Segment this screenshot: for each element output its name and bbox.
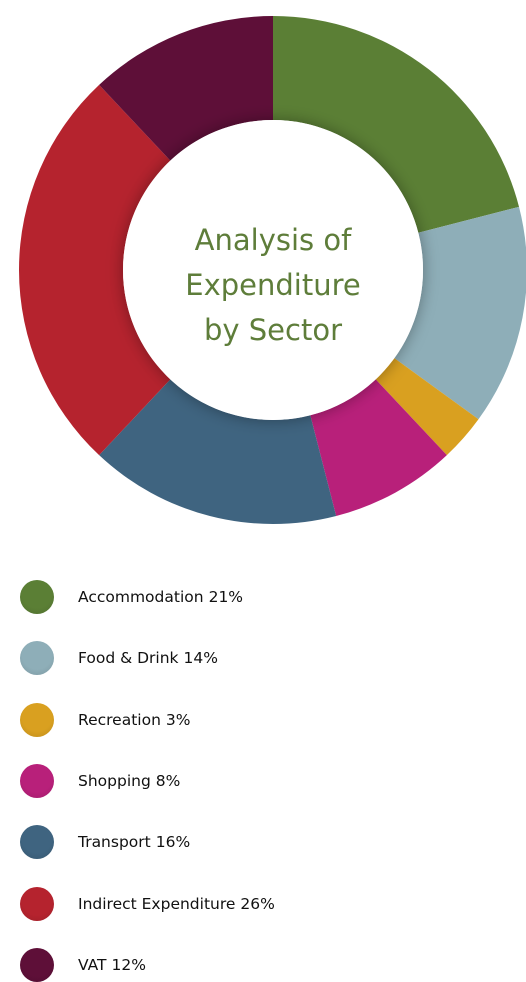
donut-slice [310, 379, 447, 517]
donut-slice [394, 206, 526, 420]
donut-hole [123, 120, 423, 420]
donut-slice [18, 84, 171, 456]
donut-slice [99, 16, 274, 161]
legend-swatch [20, 580, 54, 614]
legend-swatch [20, 947, 54, 982]
legend-label: Transport [78, 833, 151, 852]
legend-label: VAT [78, 955, 107, 974]
legend-swatch [20, 702, 54, 737]
legend-item: Transport 16% [20, 825, 191, 860]
legend-label: Food & Drink [78, 649, 179, 668]
legend-label: Recreation [78, 710, 161, 729]
legend-item: Recreation 3% [20, 702, 191, 737]
legend-item: Food & Drink 14% [20, 641, 218, 676]
donut-slice [375, 358, 479, 456]
legend-label: Accommodation [78, 588, 204, 606]
legend-item: Shopping 8% [20, 763, 181, 798]
legend-value: 12% [111, 955, 146, 974]
chart-title: Analysis of Expenditure by Sector [185, 223, 361, 347]
legend-swatch [20, 886, 54, 921]
donut-slice [99, 379, 337, 524]
legend-value: 26% [240, 894, 275, 913]
legend-value: 21% [208, 588, 244, 606]
legend-value: 14% [183, 649, 218, 668]
legend-item: VAT 12% [20, 947, 146, 982]
donut-slice [273, 16, 520, 233]
chart [18, 16, 526, 524]
legend-label: Indirect Expenditure [78, 894, 236, 913]
legend-item: Indirect Expenditure 26% [20, 886, 275, 921]
legend-item: Accommodation 21% [20, 580, 243, 614]
legend-swatch [20, 641, 54, 676]
legend-value: 16% [155, 833, 191, 852]
legend-swatch [20, 825, 54, 860]
legend-swatch [20, 763, 54, 798]
legend-value: 3% [165, 710, 191, 729]
legend-value: 8% [155, 771, 181, 790]
legend-label: Shopping [78, 771, 151, 790]
